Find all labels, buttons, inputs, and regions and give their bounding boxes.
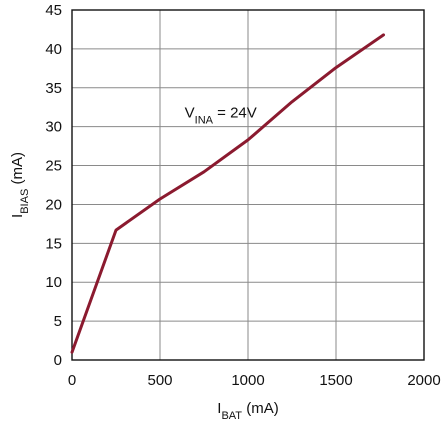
x-tick-label: 1000 (231, 372, 264, 389)
series-line (70, 33, 385, 354)
y-tick-label: 20 (45, 196, 62, 213)
plot-frame (71, 9, 425, 361)
y-tick-label: 5 (54, 313, 62, 330)
x-tick-label: 2000 (407, 372, 440, 389)
y-tick-labels: 0 5 10 15 20 25 30 35 40 45 (45, 2, 62, 369)
x-tick-label: 0 (68, 372, 76, 389)
y-axis-label-main: I (9, 214, 26, 218)
annotation-main: V (185, 104, 195, 121)
x-tick-label: 500 (147, 372, 172, 389)
y-tick-label: 35 (45, 80, 62, 97)
y-tick-label: 0 (54, 352, 62, 369)
x-axis-label-unit: (mA) (242, 400, 279, 417)
x-axis-label-subscript: BAT (221, 410, 242, 422)
y-tick-label: 15 (45, 235, 62, 252)
y-axis-label-subscript: BIAS (19, 189, 31, 214)
x-tick-label: 1500 (319, 372, 352, 389)
y-tick-label: 45 (45, 2, 62, 19)
y-tick-label: 40 (45, 41, 62, 58)
grid (72, 10, 424, 360)
series-layer (70, 33, 385, 354)
annotation-vina: VINA = 24V (185, 104, 257, 126)
y-tick-label: 10 (45, 274, 62, 291)
annotation-rest: = 24V (213, 104, 257, 121)
x-tick-labels: 0 500 1000 1500 2000 (68, 372, 441, 389)
annotation-subscript: INA (195, 114, 214, 126)
y-tick-label: 30 (45, 119, 62, 136)
x-axis-label-main: I (217, 400, 221, 417)
y-axis-label: IBIAS (mA) (9, 152, 31, 218)
y-tick-label: 25 (45, 158, 62, 175)
x-axis-label: IBAT (mA) (217, 400, 278, 422)
y-axis-label-unit: (mA) (9, 152, 26, 189)
